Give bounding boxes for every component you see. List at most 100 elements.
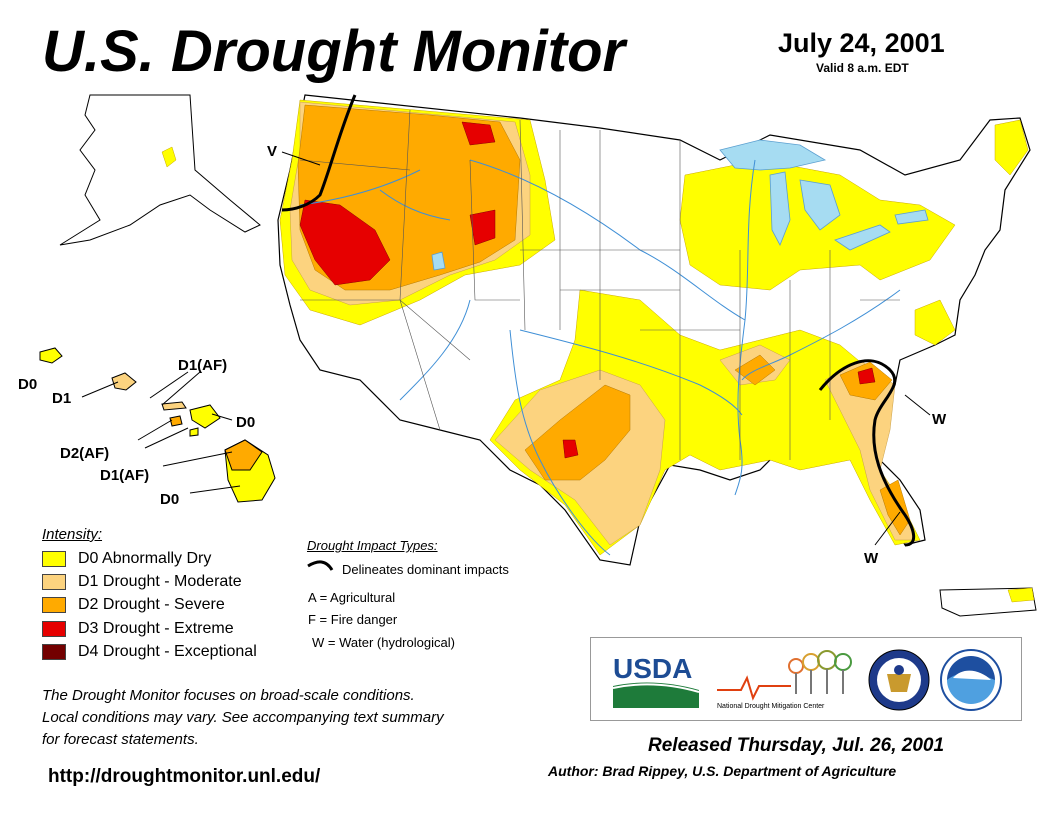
impact-types-title: Drought Impact Types: xyxy=(307,538,438,553)
hawaii-label-d0-big-island: D0 xyxy=(160,491,180,508)
ndmc-tree-3 xyxy=(817,650,837,670)
colorado-river xyxy=(399,299,471,401)
state-line xyxy=(299,109,900,460)
legend-label-d2: D2 Drought - Severe xyxy=(78,596,225,613)
legend-title: Intensity: xyxy=(42,526,103,543)
mississippi-river xyxy=(734,159,756,496)
d3-montana xyxy=(461,121,496,146)
legend-label-d0: D0 Abnormally Dry xyxy=(78,550,212,567)
ndmc-trunks xyxy=(795,669,844,694)
impact-label-w-florida: W xyxy=(864,550,879,567)
commerce-seal xyxy=(868,649,930,711)
great-salt-lake xyxy=(431,251,446,271)
hawaii-kahoolawe xyxy=(189,427,199,437)
lake-erie xyxy=(834,224,891,251)
lake-michigan xyxy=(769,171,791,246)
leader-d1 xyxy=(81,381,119,398)
puerto-rico-d0 xyxy=(1007,587,1035,603)
ndmc-logo: National Drought Mitigation Center xyxy=(717,650,852,710)
leader-d2af-a xyxy=(137,419,173,441)
hawaii-label-d1af-molokai: D1(AF) xyxy=(178,357,228,374)
legend-label-d1: D1 Drought - Moderate xyxy=(78,573,242,590)
hawaii-kauai xyxy=(39,347,63,364)
released-date: Released Thursday, Jul. 26, 2001 xyxy=(648,735,945,756)
alaska-outline xyxy=(59,94,261,246)
d2-texas xyxy=(524,384,631,481)
d3-texas xyxy=(562,439,579,459)
author-credit: Author: Brad Rippey, U.S. Department of … xyxy=(548,763,897,779)
impact-line-southeast xyxy=(818,359,916,547)
legend-item-d4: D4 Drought - Exceptional xyxy=(42,642,257,662)
ndmc-tree-1 xyxy=(788,658,804,674)
hawaii-lanai xyxy=(169,415,183,427)
map-date: July 24, 2001 xyxy=(778,28,945,58)
leader-d1af-1b xyxy=(161,371,201,406)
website-url[interactable]: http://droughtmonitor.unl.edu/ xyxy=(48,766,321,787)
arkansas-river xyxy=(519,329,743,416)
noaa-logo xyxy=(940,649,1002,711)
hawaii-molokai xyxy=(161,401,187,411)
rio-grande xyxy=(509,329,611,556)
d3-areas xyxy=(299,121,876,459)
state-boundaries xyxy=(299,109,900,460)
hawaii-label-d2af-lanai: D2(AF) xyxy=(60,445,110,462)
hawaii-oahu xyxy=(111,372,137,391)
legend-item-d0: D0 Abnormally Dry xyxy=(42,549,211,569)
impact-line-sample xyxy=(307,560,334,571)
page-title: U.S. Drought Monitor xyxy=(42,19,626,84)
valid-time: Valid 8 a.m. EDT xyxy=(816,61,909,75)
usda-logo: USDA xyxy=(612,653,700,708)
legend-swatch-d1 xyxy=(42,574,66,590)
partner-logos: USDA National Drought Mitigation Center xyxy=(590,637,1022,721)
impact-line-northwest xyxy=(281,94,357,212)
legend-label-d4: D4 Drought - Exceptional xyxy=(78,643,257,660)
leader-d0-3 xyxy=(189,485,241,494)
lake-huron xyxy=(799,179,841,231)
logos-svg: USDA National Drought Mitigation Center xyxy=(612,649,1002,711)
impact-lines xyxy=(281,94,916,547)
ndmc-logo-text: National Drought Mitigation Center xyxy=(717,703,825,710)
impact-type-f: F = Fire danger xyxy=(308,612,398,627)
note-line-1: The Drought Monitor focuses on broad-sca… xyxy=(42,687,415,704)
snake-river xyxy=(379,189,451,221)
ohio-river xyxy=(741,289,901,381)
d3-wyoming xyxy=(469,209,496,246)
legend-item-d3: D3 Drought - Extreme xyxy=(42,619,234,639)
d0-new-england xyxy=(994,119,1029,176)
impact-line-label: Delineates dominant impacts xyxy=(342,562,509,577)
hawaii-big-island-d1 xyxy=(224,439,263,471)
impact-label-w-east: W xyxy=(932,411,947,428)
lake-superior xyxy=(719,139,827,171)
d3-carolinas xyxy=(857,367,876,385)
leader-d0-2 xyxy=(211,413,233,421)
hawaii-label-d0-maui: D0 xyxy=(236,414,256,431)
legend-swatch-d4 xyxy=(42,644,66,660)
note-line-3: for forecast statements. xyxy=(42,731,199,748)
usda-logo-stripe xyxy=(612,683,700,693)
leader-d2af-b xyxy=(144,427,189,449)
legend-item-d1: D1 Drought - Moderate xyxy=(42,572,242,592)
d0-mid-atlantic xyxy=(914,299,956,346)
hawaii-maui xyxy=(189,404,221,429)
leader-d1af-2 xyxy=(162,451,233,467)
d2-florida xyxy=(879,479,911,536)
hawaii-label-d1-oahu: D1 xyxy=(52,390,72,407)
legend-swatch-d0 xyxy=(42,551,66,567)
leader-w-2 xyxy=(874,511,901,546)
hawaii-label-d1af-big-island: D1(AF) xyxy=(100,467,150,484)
d3-oregon-nevada xyxy=(299,199,391,286)
legend-item-d2: D2 Drought - Severe xyxy=(42,595,225,615)
legend-label-d3: D3 Drought - Extreme xyxy=(78,620,234,637)
leader-v xyxy=(281,151,321,166)
disclaimer-note: The Drought Monitor focuses on broad-sca… xyxy=(42,685,562,751)
alaska-d0 xyxy=(161,146,177,168)
lake-ontario xyxy=(894,209,929,225)
usda-logo-text: USDA xyxy=(613,653,692,684)
usda-logo-field xyxy=(613,682,699,708)
ndmc-logo-pulse xyxy=(717,675,791,701)
leader-w-1 xyxy=(904,394,931,416)
hawaii-label-d0-kauai: D0 xyxy=(18,376,38,393)
ndmc-tree-2 xyxy=(802,653,820,671)
hawaii-leader-lines xyxy=(81,151,931,546)
